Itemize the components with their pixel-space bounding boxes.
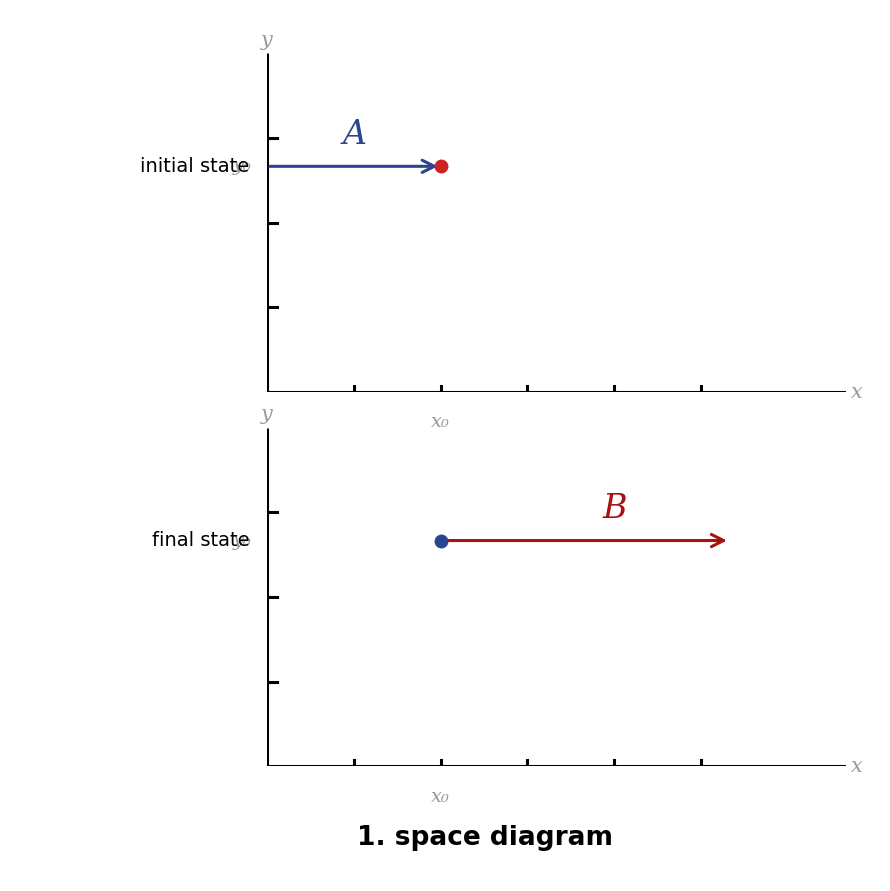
Text: 1. space diagram: 1. space diagram bbox=[357, 824, 613, 851]
Text: x: x bbox=[851, 756, 863, 776]
Text: y: y bbox=[261, 31, 273, 50]
Text: y₀: y₀ bbox=[232, 158, 251, 176]
Text: x: x bbox=[851, 382, 863, 402]
Point bbox=[433, 534, 448, 548]
Text: final state: final state bbox=[151, 531, 249, 550]
Text: x₀: x₀ bbox=[431, 788, 450, 805]
Text: x₀: x₀ bbox=[431, 413, 450, 431]
Text: y₀: y₀ bbox=[232, 532, 251, 550]
Text: y: y bbox=[261, 405, 273, 424]
Point bbox=[433, 159, 448, 174]
Text: B: B bbox=[603, 493, 627, 525]
Text: A: A bbox=[342, 119, 367, 151]
Text: initial state: initial state bbox=[140, 157, 249, 176]
